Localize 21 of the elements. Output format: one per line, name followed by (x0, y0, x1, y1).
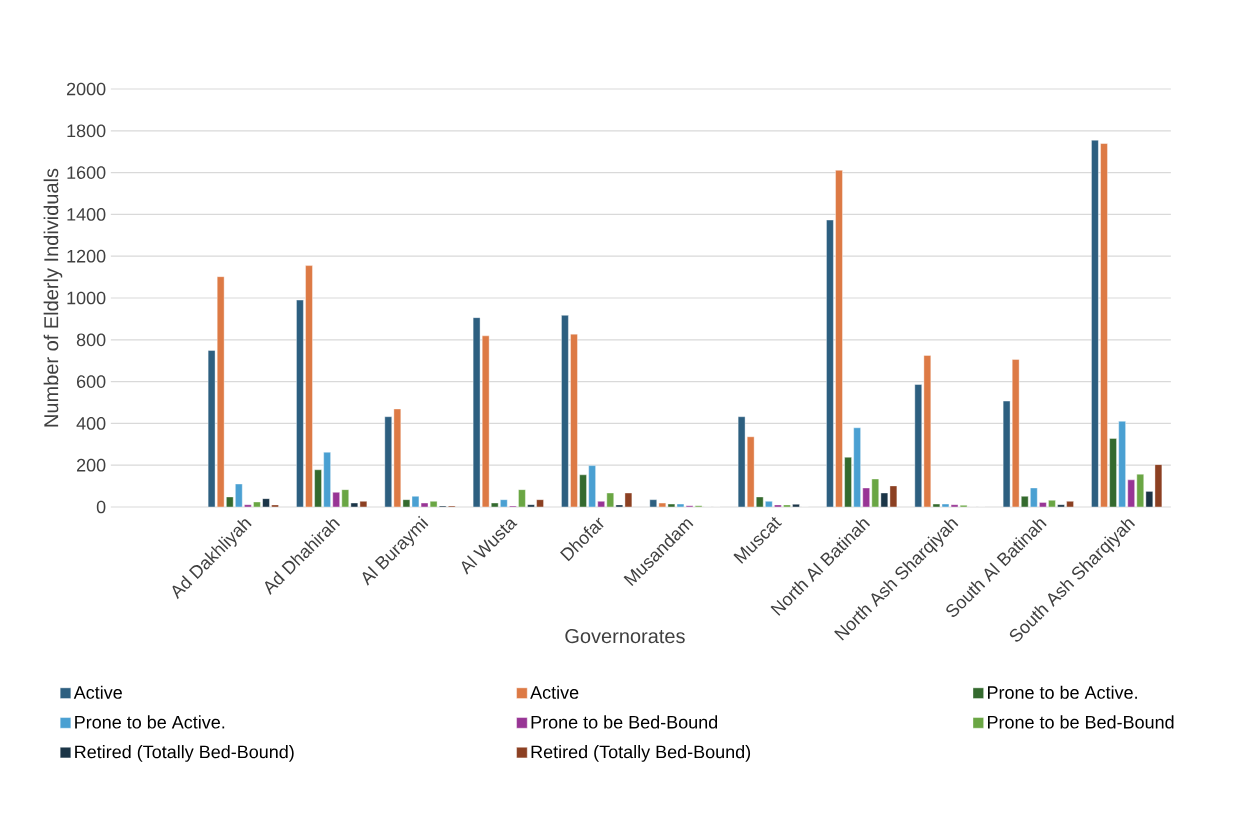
y-tick-label: 1400 (67, 208, 106, 221)
legend-label: Prone to be Active. (75, 715, 225, 729)
y-tick-label: 1000 (67, 291, 106, 305)
y-axis-title: Number of Elderly Individuals (43, 168, 63, 427)
y-tick-label: 600 (77, 375, 106, 388)
legend-label: Prone to be Bed-Bound (988, 715, 1174, 729)
y-tick-label: 0 (96, 500, 106, 514)
y-tick-label: 1200 (67, 249, 106, 263)
x-axis-title: Governorates (565, 629, 685, 644)
legend-label: Retired (Totally Bed-Bound) (531, 745, 751, 762)
legend-label: Active (530, 685, 579, 699)
legend-label: Prone to be Active. (988, 685, 1137, 699)
y-tick-label: 2000 (66, 82, 106, 96)
y-tick-label: 1800 (67, 124, 106, 138)
y-tick-label: 800 (76, 333, 106, 347)
legend-label: Retired (Totally Bed-Bound) (75, 745, 294, 762)
y-tick-label: 200 (76, 458, 106, 472)
y-tick-label: 400 (76, 417, 106, 430)
legend-label: Prone to be Bed-Bound (531, 715, 718, 729)
y-tick-label: 1600 (67, 166, 106, 179)
legend-label: Active (73, 685, 122, 699)
